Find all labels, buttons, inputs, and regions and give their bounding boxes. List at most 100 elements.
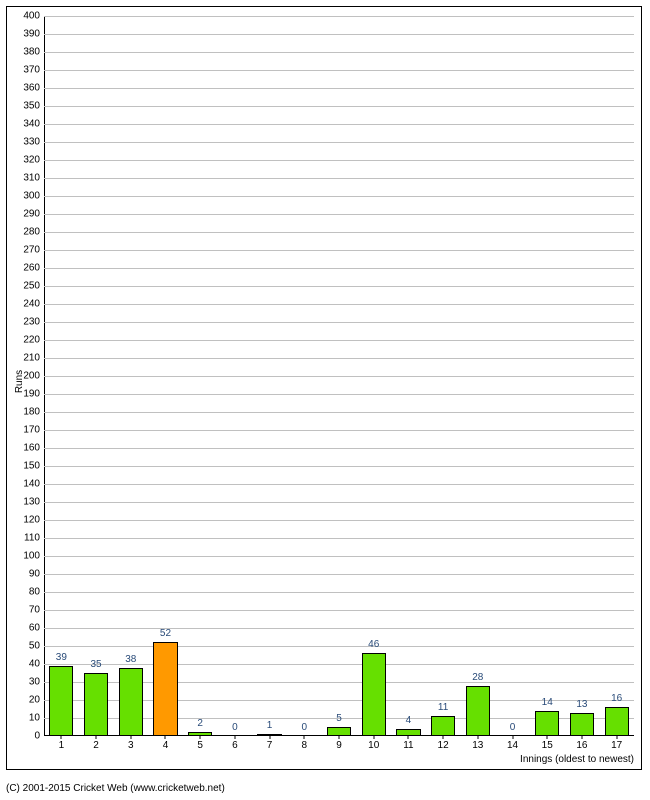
y-tick-label: 350 <box>23 101 40 112</box>
y-tick-label: 270 <box>23 245 40 256</box>
grid-line <box>44 448 634 449</box>
y-axis-title: Runs <box>14 370 25 393</box>
x-tick-label: 17 <box>611 740 622 751</box>
bar-value-label: 16 <box>611 693 622 704</box>
grid-line <box>44 124 634 125</box>
x-tick <box>581 736 582 739</box>
bar-value-label: 13 <box>576 699 587 710</box>
x-tick <box>373 736 374 739</box>
x-tick-label: 7 <box>267 740 273 751</box>
y-tick-label: 110 <box>24 533 40 544</box>
grid-line <box>44 70 634 71</box>
x-tick <box>96 736 97 739</box>
x-tick <box>130 736 131 739</box>
copyright-text: (C) 2001-2015 Cricket Web (www.cricketwe… <box>6 783 225 794</box>
x-tick-label: 14 <box>507 740 518 751</box>
grid-line <box>44 142 634 143</box>
y-tick-label: 400 <box>23 11 40 22</box>
bar <box>605 707 629 736</box>
x-tick-label: 12 <box>438 740 449 751</box>
x-tick-label: 15 <box>542 740 553 751</box>
bar <box>362 653 386 736</box>
bar <box>153 642 177 736</box>
grid-line <box>44 106 634 107</box>
y-tick-label: 230 <box>23 317 40 328</box>
y-tick-label: 180 <box>23 407 40 418</box>
y-tick-label: 80 <box>29 587 40 598</box>
bar-value-label: 38 <box>125 654 136 665</box>
bar-value-label: 52 <box>160 628 171 639</box>
grid-line <box>44 178 634 179</box>
x-tick-label: 4 <box>163 740 169 751</box>
x-tick <box>165 736 166 739</box>
grid-line <box>44 574 634 575</box>
grid-line <box>44 304 634 305</box>
y-tick-label: 10 <box>29 713 40 724</box>
y-tick-label: 370 <box>23 65 40 76</box>
x-tick <box>408 736 409 739</box>
grid-line <box>44 412 634 413</box>
x-tick <box>234 736 235 739</box>
y-tick-label: 200 <box>23 371 40 382</box>
x-tick-label: 2 <box>93 740 99 751</box>
bar <box>396 729 420 736</box>
grid-line <box>44 484 634 485</box>
grid-line <box>44 160 634 161</box>
y-tick-label: 360 <box>23 83 40 94</box>
grid-line <box>44 556 634 557</box>
y-tick-label: 390 <box>23 29 40 40</box>
grid-line <box>44 520 634 521</box>
y-tick-label: 310 <box>23 173 40 184</box>
bar <box>431 716 455 736</box>
bar-value-label: 14 <box>542 697 553 708</box>
grid-line <box>44 628 634 629</box>
grid-line <box>44 232 634 233</box>
x-tick <box>61 736 62 739</box>
bar-value-label: 4 <box>406 715 412 726</box>
bar-value-label: 46 <box>368 639 379 650</box>
y-tick-label: 150 <box>23 461 40 472</box>
grid-line <box>44 34 634 35</box>
y-tick-label: 70 <box>29 605 40 616</box>
x-tick <box>477 736 478 739</box>
bar-value-label: 1 <box>267 720 273 731</box>
bar <box>570 713 594 736</box>
x-axis-title: Innings (oldest to newest) <box>520 754 634 765</box>
x-tick-label: 8 <box>302 740 308 751</box>
bar-value-label: 0 <box>302 722 308 733</box>
x-tick-label: 9 <box>336 740 342 751</box>
bar <box>49 666 73 736</box>
grid-line <box>44 592 634 593</box>
x-tick-label: 1 <box>59 740 65 751</box>
x-tick <box>512 736 513 739</box>
y-tick-label: 0 <box>34 731 40 742</box>
y-tick-label: 220 <box>23 335 40 346</box>
grid-line <box>44 88 634 89</box>
x-tick-label: 11 <box>403 740 413 751</box>
bar <box>535 711 559 736</box>
y-tick-label: 50 <box>29 641 40 652</box>
bar <box>84 673 108 736</box>
y-tick-label: 140 <box>23 479 40 490</box>
y-tick-label: 340 <box>23 119 40 130</box>
grid-line <box>44 358 634 359</box>
grid-line <box>44 268 634 269</box>
grid-line <box>44 214 634 215</box>
bar-value-label: 39 <box>56 652 67 663</box>
y-tick-label: 40 <box>29 659 40 670</box>
grid-line <box>44 196 634 197</box>
grid-line <box>44 394 634 395</box>
grid-line <box>44 610 634 611</box>
y-tick-label: 330 <box>23 137 40 148</box>
grid-line <box>44 52 634 53</box>
y-tick-label: 60 <box>29 623 40 634</box>
grid-line <box>44 466 634 467</box>
x-tick <box>304 736 305 739</box>
y-tick-label: 120 <box>23 515 40 526</box>
y-tick-label: 160 <box>23 443 40 454</box>
x-tick-label: 13 <box>472 740 483 751</box>
bar-value-label: 2 <box>197 718 203 729</box>
grid-line <box>44 376 634 377</box>
y-tick-label: 250 <box>23 281 40 292</box>
x-tick <box>269 736 270 739</box>
